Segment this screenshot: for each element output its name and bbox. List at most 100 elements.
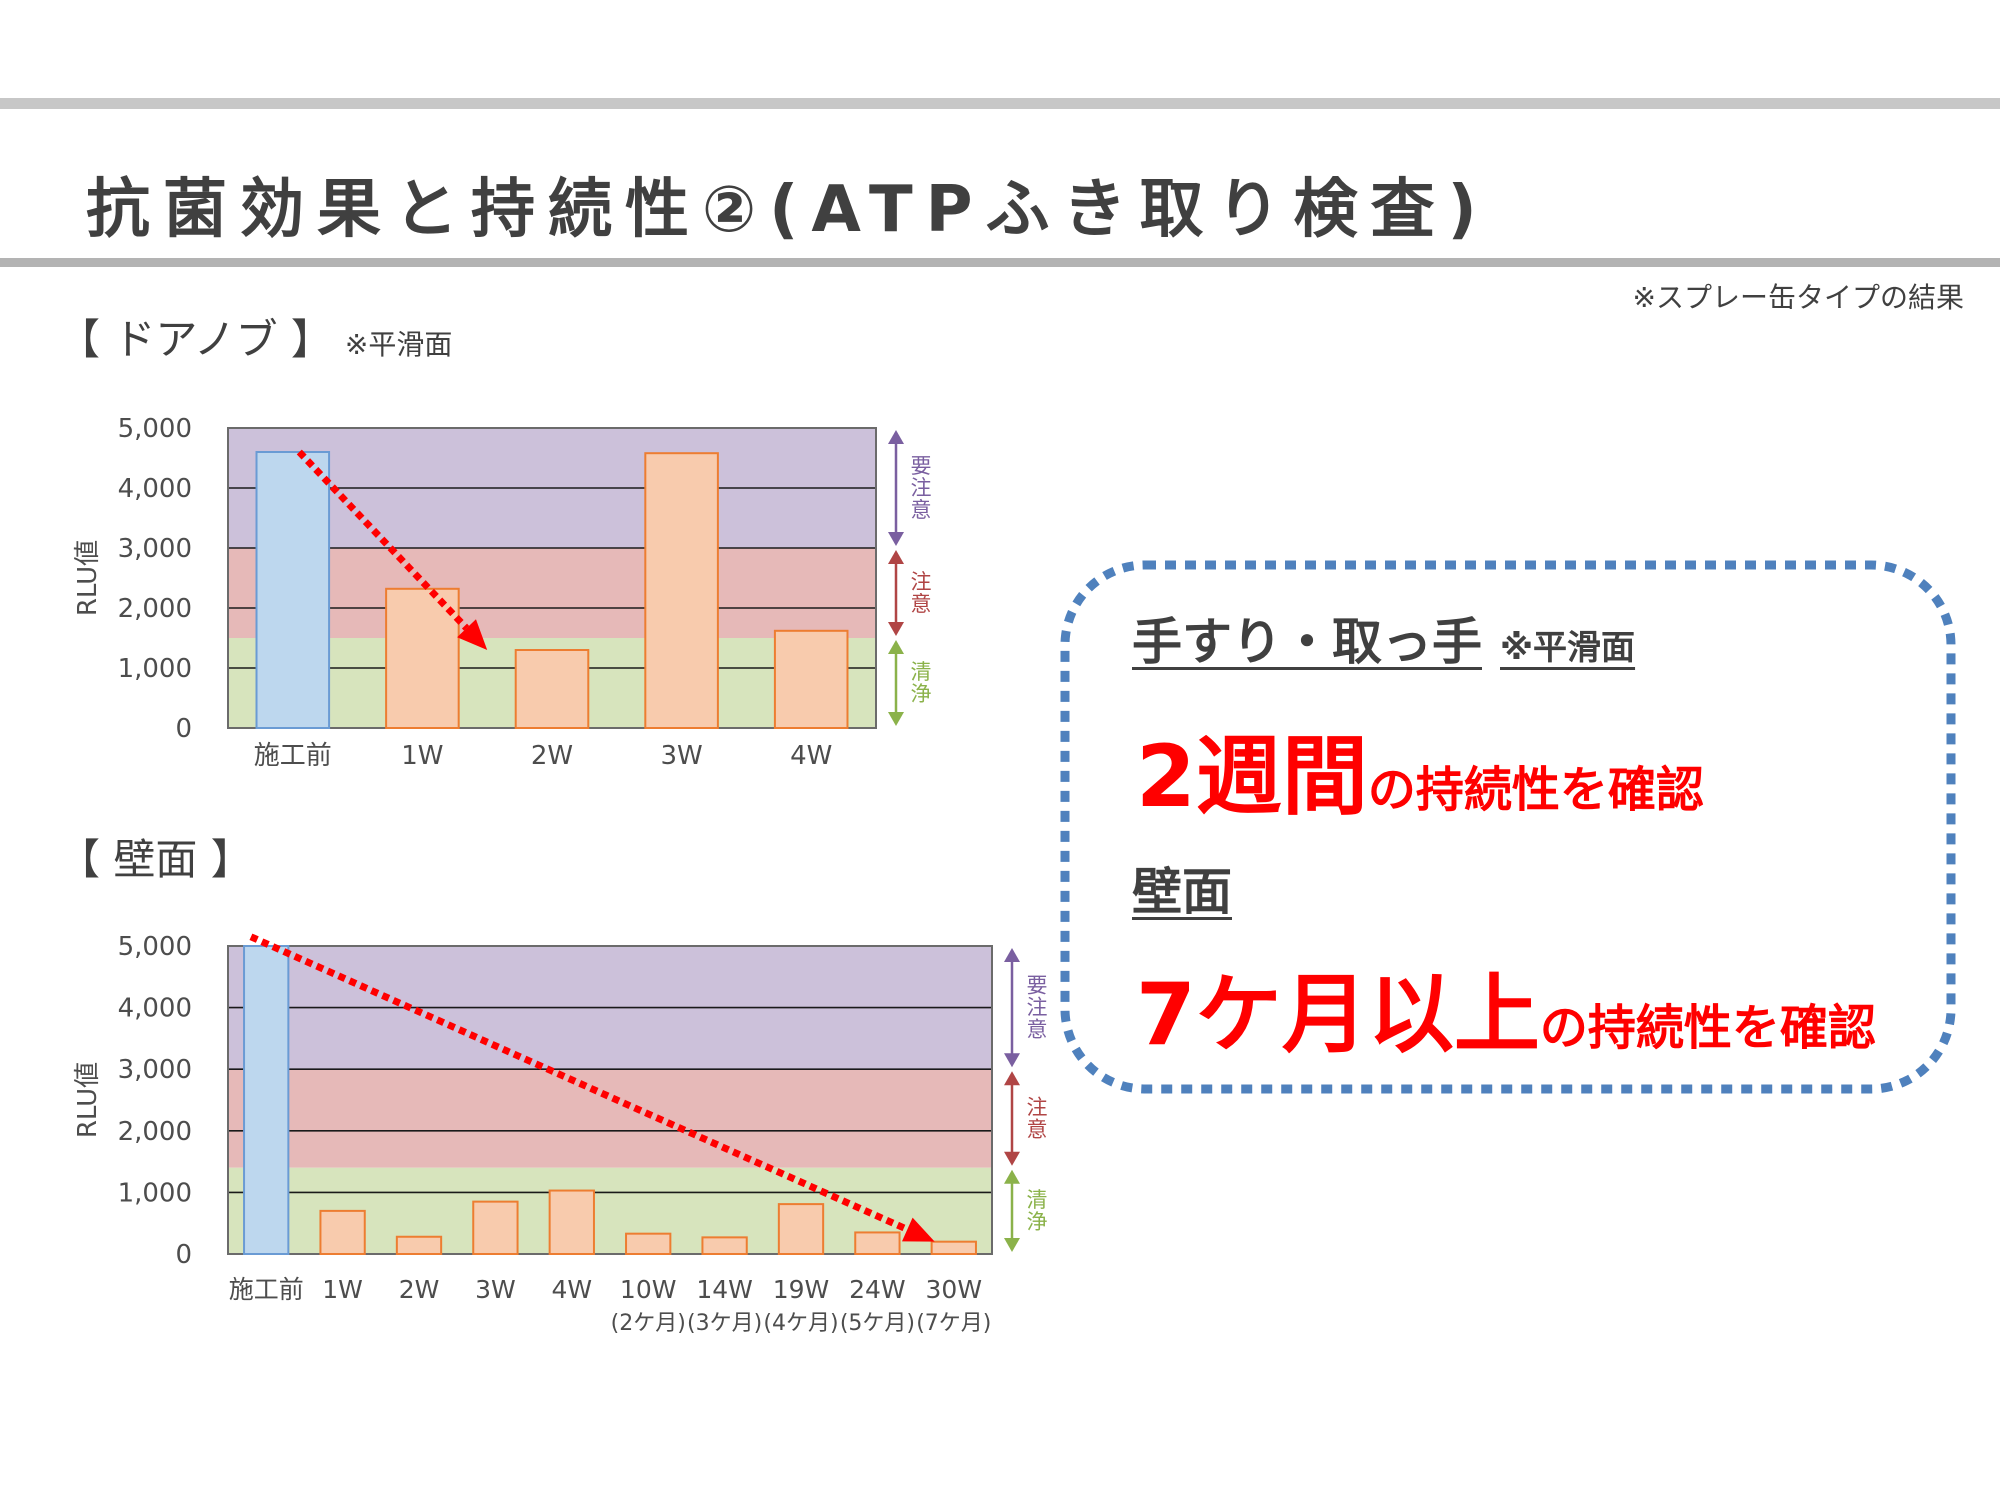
wall-xtick-label: 14W: [696, 1275, 753, 1304]
wall-bar-24W: [854, 1231, 901, 1255]
summary-wall-head: 壁面: [1132, 863, 1232, 921]
wall-xtick-label: 30W: [926, 1275, 983, 1304]
wall-bar-14W: [701, 1236, 748, 1256]
wall-zone-label-caution-high: 意: [1027, 1018, 1048, 1042]
wall-zone-arrow-top-caution-high: [1004, 948, 1020, 962]
section-wall: 【 壁面 】: [58, 826, 253, 887]
wall-zone-arrow-bottom-clean: [1004, 1238, 1020, 1252]
section-wall-label: 【 壁面 】: [58, 835, 253, 884]
page-title: 抗菌効果と持続性②(ATPふき取り検査): [86, 173, 1490, 247]
door-zone-arrow-bottom-caution: [888, 622, 904, 636]
wall-ytick-label: 2,000: [118, 1117, 192, 1147]
spray-note: ※スプレー缶タイプの結果: [1632, 281, 1964, 314]
section-doorknob: 【 ドアノブ 】 ※平滑面: [58, 306, 452, 367]
section-doorknob-sub: ※平滑面: [344, 328, 453, 361]
door-zone-label-caution: 意: [911, 592, 932, 616]
wall-zone-label-caution: 注: [1027, 1095, 1048, 1119]
door-zone-caution: [228, 548, 876, 638]
door-ytick-label: 4,000: [118, 474, 192, 504]
wall-xtick-label: 19W: [773, 1275, 830, 1304]
wall-xtick-sublabel: (2ケ月): [611, 1311, 686, 1336]
summary-wall-big: 7ケ月以上: [1136, 965, 1540, 1065]
summary-door-result: 2週間の持続性を確認: [1136, 706, 1704, 831]
top-rule: [0, 98, 2000, 109]
door-ylabel: RLU値: [73, 540, 103, 616]
wall-ylabel: RLU値: [73, 1062, 103, 1138]
door-xtick-label: 施工前: [254, 741, 332, 771]
door-ytick-label: 0: [175, 714, 192, 744]
wall-ytick-label: 4,000: [118, 994, 192, 1024]
wall-zone-arrow-bottom-caution: [1004, 1151, 1020, 1166]
door-zone-label-caution-high: 要: [911, 454, 932, 478]
summary-door-sub: ※平滑面: [1500, 628, 1636, 668]
wall-xtick-label: 4W: [551, 1275, 592, 1304]
door-zone-label-caution-high: 意: [911, 498, 932, 522]
wall-xtick-label: 1W: [322, 1275, 363, 1304]
section-doorknob-label: 【 ドアノブ 】: [58, 315, 333, 364]
wall-xtick-sublabel: (4ケ月): [763, 1311, 838, 1336]
wall-bar-3W: [472, 1200, 519, 1256]
wall-zone-arrow-top-caution: [1004, 1071, 1020, 1086]
wall-zone-caution: [228, 1069, 992, 1168]
wall-bar-1W: [319, 1209, 366, 1256]
wall-xtick-label: 2W: [399, 1275, 440, 1304]
door-zone-arrow-bottom-clean: [888, 712, 904, 726]
wall-plot-frame: [227, 945, 993, 1255]
door-bar-3W: [644, 452, 719, 729]
wall-bar-19W: [777, 1203, 825, 1256]
wall-xtick-sublabel: (3ケ月): [687, 1311, 762, 1336]
door-xtick-label: 4W: [790, 741, 832, 771]
door-ytick-label: 3,000: [118, 534, 192, 564]
wall-xtick-label: 施工前: [229, 1275, 304, 1304]
door-xtick-label: 2W: [531, 741, 573, 771]
wall-bar-30W: [930, 1240, 977, 1256]
wall-bar-4W: [548, 1189, 595, 1256]
door-xtick-label: 1W: [401, 741, 443, 771]
wall-xtick-label: 3W: [475, 1275, 516, 1304]
door-xtick-label: 3W: [660, 741, 702, 771]
door-bar-施工前: [255, 451, 331, 729]
summary-door-big: 2週間: [1136, 727, 1368, 827]
door-ytick-label: 5,000: [118, 414, 192, 444]
wall-xtick-label: 10W: [620, 1275, 677, 1304]
wall-bar-施工前: [243, 945, 290, 1255]
door-bar-4W: [773, 629, 849, 729]
wall-bar-10W: [625, 1232, 672, 1255]
door-trend-arrowhead: [457, 619, 488, 650]
summary-door-head: 手すり・取っ手 ※平滑面: [1132, 602, 1635, 674]
wall-bar-2W: [395, 1235, 443, 1255]
door-zone-label-clean: 清: [911, 660, 932, 684]
wall-zone-label-caution-high: 要: [1027, 974, 1048, 998]
wall-ytick-label: 5,000: [118, 932, 192, 962]
wall-zone-arrow-bottom-caution-high: [1004, 1053, 1020, 1068]
door-ytick-label: 2,000: [118, 594, 192, 624]
wall-zone-label-caution: 意: [1027, 1117, 1048, 1141]
summary-door-head-text: 手すり・取っ手: [1132, 613, 1482, 671]
door-zone-arrow-top-caution-high: [888, 430, 904, 444]
door-zone-arrow-bottom-caution-high: [888, 532, 904, 546]
wall-xtick-sublabel: (5ケ月): [840, 1311, 915, 1336]
door-ytick-label: 1,000: [118, 654, 192, 684]
wall-trend-arrowhead: [902, 1217, 935, 1242]
wall-zone-label-clean: 浄: [1027, 1210, 1048, 1234]
wall-zone-label-clean: 清: [1027, 1188, 1048, 1212]
door-zone-label-caution: 注: [911, 570, 932, 594]
door-zone-arrow-top-caution: [888, 550, 904, 564]
door-zone-label-caution-high: 注: [911, 476, 932, 500]
wall-zone-label-caution-high: 注: [1027, 996, 1048, 1020]
wall-ytick-label: 0: [175, 1240, 192, 1270]
door-bar-2W: [514, 649, 590, 729]
summary-wall-result: 7ケ月以上の持続性を確認: [1136, 944, 1876, 1069]
door-trend-line: [296, 449, 470, 631]
wall-xtick-label: 24W: [849, 1275, 906, 1304]
summary-door-tail: の持続性を確認: [1367, 762, 1704, 818]
wall-ytick-label: 1,000: [118, 1178, 192, 1208]
wall-ytick-label: 3,000: [118, 1055, 192, 1085]
door-zone-arrow-top-clean: [888, 640, 904, 654]
door-zone-label-clean: 浄: [911, 682, 932, 706]
summary-box-border: [1060, 560, 1956, 1094]
title-underline: [0, 258, 2000, 267]
wall-xtick-sublabel: (7ケ月): [916, 1311, 991, 1336]
